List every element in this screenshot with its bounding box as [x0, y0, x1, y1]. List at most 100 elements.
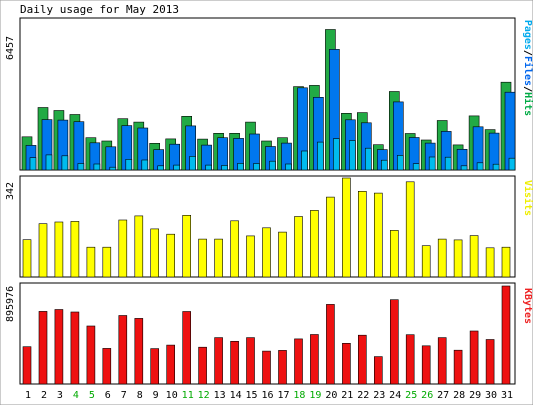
bar-kbytes-5: [86, 325, 96, 385]
bar-pages-15: [253, 163, 260, 171]
bar-visits-25: [405, 181, 415, 278]
bar-kbytes-28: [453, 349, 463, 385]
legend-usage: Pages/Files/Hits: [522, 20, 533, 116]
x-tick-label: 1: [25, 390, 31, 401]
bar-kbytes-13: [214, 337, 223, 385]
bar-visits-23: [373, 192, 383, 278]
x-tick-label: 28: [453, 390, 465, 401]
bar-visits-27: [437, 238, 447, 278]
bar-visits-29: [469, 235, 479, 278]
x-tick-label: 20: [325, 390, 337, 401]
bar-visits-6: [102, 246, 112, 278]
x-tick-label: 30: [485, 390, 497, 401]
bar-kbytes-30: [485, 339, 495, 385]
bar-kbytes-21: [342, 342, 351, 385]
bar-kbytes-10: [166, 344, 175, 385]
x-tick-label: 17: [277, 390, 289, 401]
x-tick-label: 11: [182, 390, 194, 401]
x-tick-label: 19: [309, 390, 321, 401]
bar-kbytes-31: [501, 285, 511, 385]
bar-pages-27: [444, 156, 452, 171]
x-tick-label: 8: [137, 390, 143, 401]
bar-pages-19: [317, 141, 324, 171]
bar-files-6: [105, 146, 117, 171]
bar-visits-26: [421, 245, 431, 278]
bar-visits-4: [70, 221, 80, 278]
x-tick-label: 15: [245, 390, 257, 401]
legend-kbytes: KBytes: [522, 288, 533, 324]
bar-visits-17: [278, 231, 287, 278]
x-tick-label: 14: [230, 390, 242, 401]
y-max-label-usage: 6457: [5, 36, 16, 60]
bar-kbytes-11: [182, 311, 191, 385]
bar-pages-22: [364, 147, 372, 171]
x-tick-label: 26: [421, 390, 433, 401]
bar-pages-4: [77, 163, 85, 171]
y-max-label-kbytes: 895976: [5, 286, 16, 322]
bar-kbytes-12: [198, 346, 207, 385]
x-tick-label: 7: [121, 390, 127, 401]
bar-pages-18: [301, 150, 308, 171]
bar-pages-16: [269, 160, 276, 171]
legend-entry-visits: Visits: [522, 180, 533, 216]
x-tick-label: 22: [357, 390, 369, 401]
x-tick-label: 3: [57, 390, 63, 401]
bar-kbytes-25: [405, 334, 415, 385]
bar-visits-1: [22, 239, 32, 278]
bar-visits-11: [182, 215, 191, 278]
bar-kbytes-19: [310, 334, 319, 385]
bar-visits-5: [86, 246, 96, 278]
bar-visits-10: [166, 233, 175, 278]
x-tick-label: 10: [166, 390, 178, 401]
bar-pages-20: [333, 138, 340, 171]
bar-kbytes-18: [294, 338, 303, 385]
bar-kbytes-23: [373, 356, 383, 385]
bar-kbytes-27: [437, 337, 447, 385]
bar-pages-31: [508, 157, 516, 171]
legend-entry-pages: Pages: [522, 20, 533, 50]
bar-kbytes-7: [118, 315, 128, 385]
bar-pages-11: [189, 156, 196, 171]
bar-visits-22: [357, 191, 367, 278]
bar-visits-3: [54, 221, 64, 278]
bar-pages-2: [45, 154, 53, 171]
bar-pages-14: [237, 163, 244, 171]
x-tick-label: 25: [405, 390, 417, 401]
bar-pages-29: [476, 162, 484, 171]
x-tick-label: 12: [198, 390, 210, 401]
x-tick-label: 4: [73, 390, 79, 401]
x-tick-label: 18: [293, 390, 305, 401]
bar-pages-12: [205, 164, 212, 171]
bar-visits-21: [342, 177, 351, 278]
bar-kbytes-1: [22, 346, 32, 385]
bar-kbytes-8: [134, 318, 144, 385]
bar-pages-17: [285, 163, 292, 171]
bar-visits-24: [389, 230, 399, 278]
legend-entry-files: Files: [522, 56, 533, 86]
bar-kbytes-29: [469, 330, 479, 385]
x-tick-label: 6: [105, 390, 111, 401]
bar-pages-28: [460, 165, 468, 171]
bar-pages-1: [29, 157, 37, 171]
bar-pages-5: [93, 163, 101, 171]
legend-visits: Visits: [522, 180, 533, 216]
bar-pages-24: [396, 155, 404, 171]
bar-kbytes-20: [326, 304, 335, 385]
x-tick-label: 31: [501, 390, 513, 401]
bar-visits-2: [38, 223, 48, 278]
bar-visits-30: [485, 247, 495, 278]
bar-pages-8: [141, 159, 149, 171]
x-tick-label: 23: [373, 390, 385, 401]
bar-visits-14: [230, 220, 239, 278]
bar-pages-21: [349, 140, 356, 171]
x-tick-label: 5: [89, 390, 95, 401]
y-max-label-visits: 342: [5, 182, 16, 200]
x-tick-label: 24: [389, 390, 401, 401]
bar-kbytes-9: [150, 348, 159, 385]
bar-visits-8: [134, 215, 144, 278]
bar-visits-28: [453, 239, 463, 278]
x-tick-label: 29: [469, 390, 481, 401]
x-tick-label: 16: [261, 390, 273, 401]
